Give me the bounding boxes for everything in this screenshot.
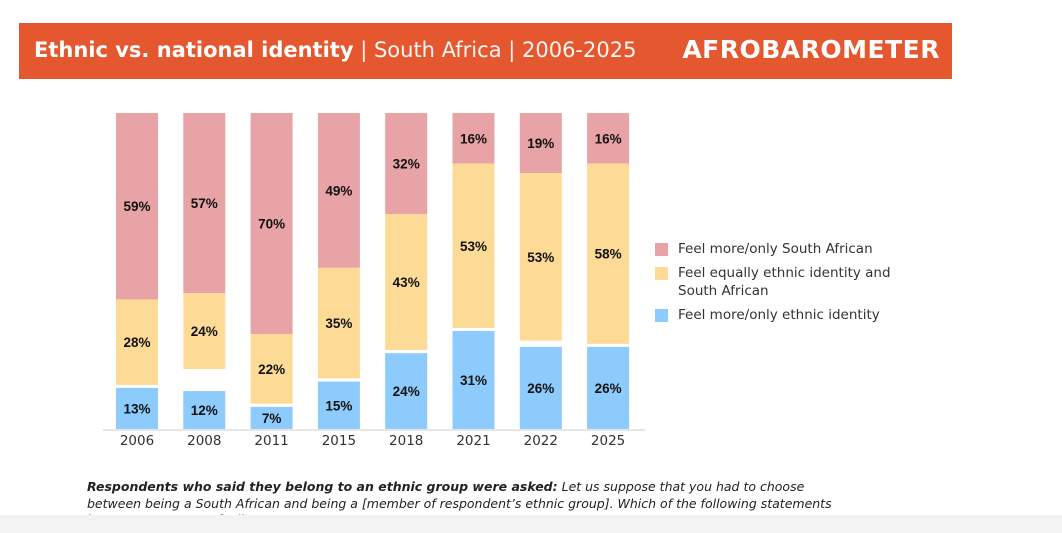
x-tick-label: 2006 [120, 433, 154, 449]
data-label: 59% [123, 199, 150, 214]
data-label: 26% [595, 381, 622, 396]
bar-segment [587, 113, 630, 164]
note-bold: Respondents who said they belong to an e… [87, 479, 558, 494]
legend-label: Feel more/only South African [678, 241, 873, 257]
bar-segment [519, 113, 562, 174]
x-tick-label: 2022 [524, 433, 558, 449]
afrobarometer-logo: AFROBAROMETER [682, 35, 940, 64]
data-label: 43% [393, 275, 420, 290]
data-label: 70% [258, 217, 285, 232]
data-label: 35% [325, 316, 352, 331]
bar-segment [587, 163, 630, 344]
bar-segment [317, 381, 360, 429]
x-tick-label: 2011 [254, 433, 288, 449]
data-label: 32% [393, 157, 420, 172]
data-label: 19% [527, 136, 554, 151]
bar-segment [183, 391, 226, 429]
data-label: 12% [191, 403, 218, 418]
bar-segment [385, 214, 428, 350]
data-label: 22% [258, 362, 285, 377]
legend-item-ethnic: Feel more/only ethnic identity [655, 306, 915, 324]
bar-segment [317, 267, 360, 379]
data-label: 7% [262, 411, 282, 426]
bar-segment [385, 353, 428, 429]
bar-segment [116, 387, 158, 429]
data-label: 31% [460, 373, 487, 388]
bar-segment [519, 173, 562, 341]
legend-item-south-african: Feel more/only South African [655, 240, 915, 258]
bar-segment [519, 346, 562, 429]
bar-segment [116, 113, 158, 300]
legend-item-equal: Feel equally ethnic identity and South A… [655, 264, 915, 300]
data-label: 49% [325, 183, 352, 198]
bar-segment [183, 113, 226, 294]
chart-title: Ethnic vs. national identity | South Afr… [34, 38, 636, 62]
x-tick-label: 2025 [591, 433, 625, 449]
legend-swatch [655, 309, 668, 322]
bar-segment [317, 113, 360, 268]
bar-segment [452, 163, 495, 329]
data-label: 15% [325, 398, 352, 413]
data-label: 24% [191, 324, 218, 339]
data-label: 53% [527, 250, 554, 265]
x-tick-label: 2018 [389, 433, 423, 449]
data-label: 53% [460, 239, 487, 254]
legend: Feel more/only South African Feel equall… [655, 240, 915, 330]
data-label: 26% [527, 381, 554, 396]
data-label: 16% [460, 131, 487, 146]
data-label: 13% [123, 401, 150, 416]
bar-segment [183, 293, 226, 369]
legend-label: Feel more/only ethnic identity [678, 307, 880, 323]
data-label: 58% [595, 247, 622, 262]
data-label: 16% [595, 131, 622, 146]
x-tick-label: 2021 [456, 433, 490, 449]
data-label: 28% [123, 335, 150, 350]
x-tick-label: 2008 [187, 433, 221, 449]
bar-segment [250, 113, 293, 335]
title-banner: Ethnic vs. national identity | South Afr… [19, 23, 952, 79]
legend-label: Feel equally ethnic identity and South A… [678, 265, 891, 299]
data-label: 57% [191, 196, 218, 211]
legend-swatch [655, 267, 668, 280]
bar-segment [250, 406, 293, 429]
bar-segment [116, 299, 158, 385]
bar-segment [452, 113, 495, 164]
x-tick-label: 2015 [322, 433, 356, 449]
bar-segment [587, 346, 630, 429]
bottom-fade [0, 515, 1062, 533]
bar-segment [385, 113, 428, 215]
title-bold: Ethnic vs. national identity [34, 38, 354, 62]
bar-segment [250, 334, 293, 404]
bar-segment [452, 331, 495, 429]
legend-swatch [655, 243, 668, 256]
data-label: 24% [393, 384, 420, 399]
title-subtitle: | South Africa | 2006-2025 [353, 38, 637, 62]
